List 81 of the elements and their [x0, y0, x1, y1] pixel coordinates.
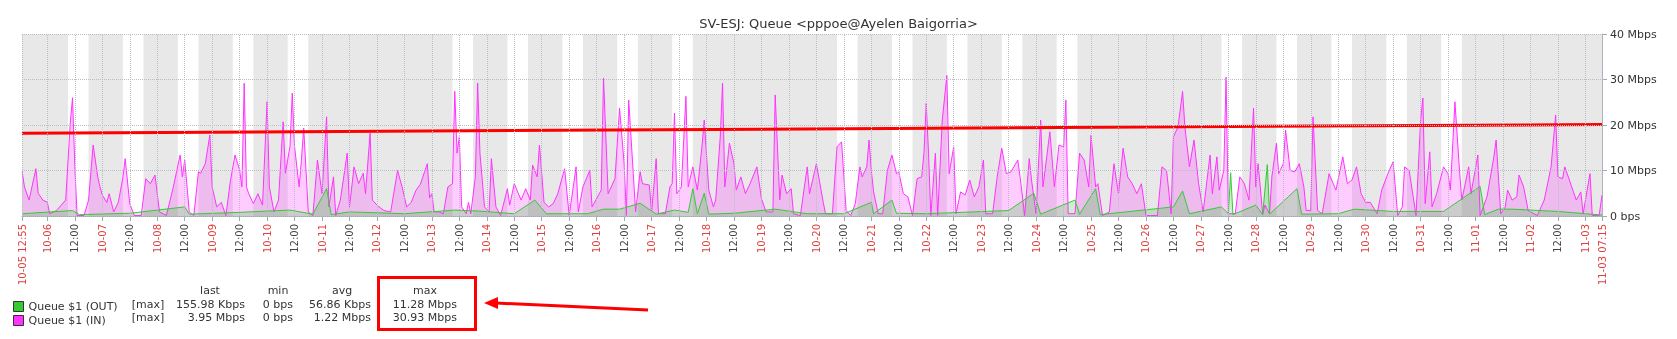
x-tick-label: 12:00 — [673, 224, 685, 253]
x-tick-label: 12:00 — [179, 224, 191, 253]
x-tick-label: 12:00 — [728, 224, 740, 253]
x-tick-label: 12:00 — [893, 224, 905, 253]
x-tick-label: 10-31 — [1415, 224, 1427, 254]
x-tick-label: 10-23 — [975, 224, 987, 254]
x-tick-label: 12:00 — [343, 224, 355, 253]
legend-label: Queue $1 (OUT) — [28, 300, 118, 313]
x-tick-label: 10-06 — [41, 224, 53, 254]
text: [max] — [131, 310, 165, 324]
x-tick-label: 11-02 — [1524, 224, 1536, 254]
y-tick-label: 30 Mbps — [1610, 73, 1657, 86]
x-tick-label: 10-14 — [481, 224, 493, 254]
x-tick-label: 12:00 — [124, 224, 136, 253]
x-tick-label: 12:00 — [234, 224, 246, 253]
x-tick-label: 12:00 — [838, 224, 850, 253]
x-tick-label: 10-17 — [646, 224, 658, 254]
x-tick-label: 12:00 — [1003, 224, 1015, 253]
x-tick-label: 12:00 — [1113, 224, 1124, 253]
x-tick-label: 12:00 — [289, 224, 301, 253]
x-tick-label: 12:00 — [508, 224, 520, 253]
text: min — [267, 283, 289, 297]
x-tick-label: 10-27 — [1195, 224, 1207, 254]
x-tick-label: 10-25 — [1085, 224, 1097, 254]
x-tick-label: 10-05 12:55 — [16, 224, 28, 286]
x-tick-label: 12:00 — [1387, 224, 1399, 253]
x-tick-label: 10-20 — [810, 224, 822, 254]
x-tick-label: 10-07 — [96, 224, 108, 254]
x-tick-label: 10-11 — [316, 224, 328, 254]
text: last — [200, 283, 221, 297]
text: 0 bps — [262, 310, 294, 324]
x-tick-label: 12:00 — [1552, 224, 1564, 253]
x-tick-label: 10-28 — [1250, 224, 1262, 254]
x-tick-label: 12:00 — [948, 224, 960, 253]
x-tick-label: 12:00 — [783, 224, 795, 253]
x-tick-label: 10-24 — [1030, 224, 1042, 254]
x-tick-label: 10-30 — [1360, 224, 1372, 254]
x-tick-label: 10-21 — [865, 224, 877, 254]
y-tick-label: 0 bps — [1610, 209, 1641, 223]
y-tick-label: 40 Mbps — [1610, 27, 1657, 41]
text: 56.86 Kbps — [309, 297, 372, 311]
x-tick-label: 11-03 — [1579, 224, 1591, 254]
text: avg — [331, 283, 353, 297]
x-tick-label: 10-29 — [1305, 224, 1317, 254]
x-tick-label: 10-15 — [536, 224, 548, 254]
legend-label: Queue $1 (IN) — [28, 314, 106, 327]
text: [max] — [131, 297, 165, 311]
x-tick-label: 12:00 — [1222, 224, 1234, 253]
x-tick-label: 10-09 — [206, 224, 218, 254]
x-tick-label: 12:00 — [1167, 224, 1179, 253]
x-tick-label: 10-12 — [371, 224, 383, 254]
text: 11.28 Mbps — [392, 297, 458, 311]
text: 155.98 Kbps — [176, 297, 246, 311]
x-tick-label: 10-26 — [1140, 224, 1152, 254]
x-tick-label: 10-16 — [591, 224, 603, 254]
text: 30.93 Mbps — [392, 310, 458, 324]
text: 3.95 Mbps — [187, 310, 246, 324]
x-tick-label: 10-13 — [426, 224, 438, 254]
y-tick-label: 20 Mbps — [1610, 118, 1657, 132]
y-tick-label: 10 Mbps — [1610, 164, 1657, 177]
x-tick-label: 12:00 — [453, 224, 465, 253]
text: 1.22 Mbps — [313, 310, 372, 324]
x-tick-label: 12:00 — [563, 224, 575, 253]
x-tick-label: 10-19 — [755, 224, 767, 254]
x-tick-label: 12:00 — [1277, 224, 1289, 253]
x-tick-label: 11-03 07:15 — [1596, 224, 1608, 286]
x-tick-label: 12:00 — [618, 224, 630, 253]
x-tick-label: 12:00 — [398, 224, 410, 253]
x-tick-label: 12:00 — [1497, 224, 1509, 253]
x-tick-label: 12:00 — [1332, 224, 1344, 253]
x-tick-label: 12:00 — [1442, 224, 1454, 253]
x-tick-label: 11-01 — [1470, 224, 1482, 254]
x-tick-label: 12:00 — [1058, 224, 1070, 253]
text: max — [413, 283, 438, 297]
x-tick-label: 12:00 — [69, 224, 81, 253]
x-tick-label: 10-08 — [151, 224, 163, 254]
text: 0 bps — [262, 297, 294, 311]
x-tick-label: 10-10 — [261, 224, 273, 254]
x-tick-label: 10-22 — [920, 224, 932, 254]
chart-title: SV-ESJ: Queue <pppoe@Ayelen Baigorria> — [699, 16, 978, 31]
x-tick-label: 10-18 — [701, 224, 713, 254]
